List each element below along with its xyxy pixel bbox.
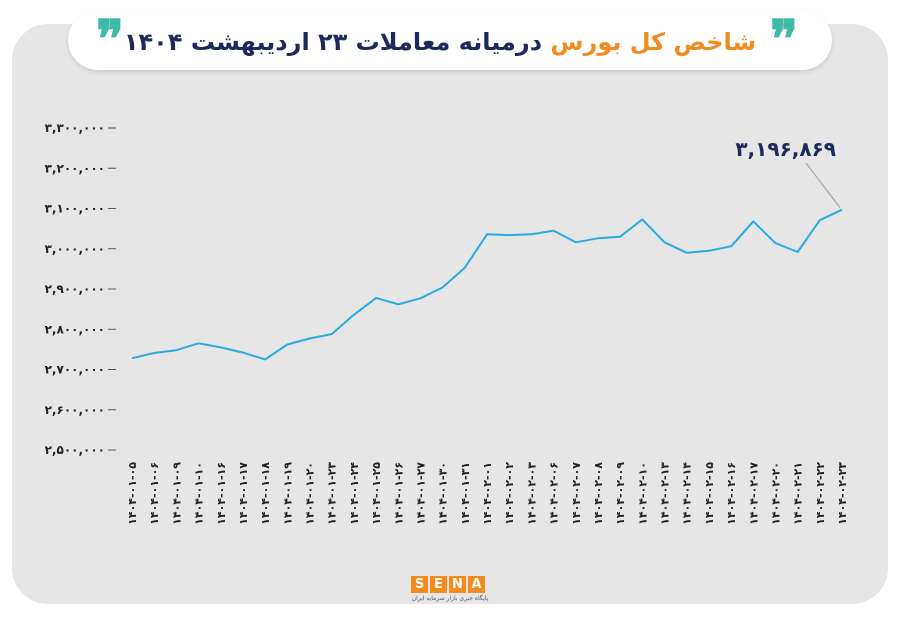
x-tick-label: ۱۴۰۴-۰۱-۲۷ [414, 462, 427, 525]
x-tick-label: ۱۴۰۴-۰۲-۰۳ [525, 462, 538, 525]
x-tick-label: ۱۴۰۴-۰۱-۲۰ [304, 462, 317, 525]
annotation-leader [805, 162, 841, 209]
x-tick-label: ۱۴۰۴-۰۱-۱۰ [193, 462, 206, 525]
series-line [131, 208, 843, 361]
x-tick-label: ۱۴۰۴-۰۲-۰۹ [614, 462, 627, 525]
y-tick-label: ۲,۷۰۰,۰۰۰ [45, 363, 105, 377]
x-tick-label: ۱۴۰۴-۰۲-۱۵ [703, 462, 716, 525]
x-tick-label: ۱۴۰۴-۰۲-۲۲ [814, 462, 827, 525]
x-tick-label: ۱۴۰۴-۰۲-۱۴ [681, 462, 694, 525]
series-group [131, 208, 843, 361]
x-tick-label: ۱۴۰۴-۰۱-۱۸ [259, 462, 272, 525]
x-tick-label: ۱۴۰۴-۰۲-۰۲ [503, 462, 516, 525]
x-tick-label: ۱۴۰۴-۰۱-۰۶ [148, 462, 161, 525]
chart-title: شاخص کل بورس درمیانه معاملات ۲۳ اردیبهشت… [120, 22, 760, 62]
x-tick-label: ۱۴۰۴-۰۲-۱۶ [725, 462, 738, 525]
y-tick-label: ۳,۳۰۰,۰۰۰ [45, 121, 105, 135]
title-rest: درمیانه معاملات ۲۳ اردیبهشت ۱۴۰۴ [123, 28, 543, 56]
x-tick-label: ۱۴۰۴-۰۲-۱۷ [747, 462, 760, 525]
x-tick-label: ۱۴۰۴-۰۲-۲۳ [836, 462, 849, 525]
y-tick-label: ۲,۹۰۰,۰۰۰ [45, 282, 105, 296]
x-tick-label: ۱۴۰۴-۰۲-۲۰ [769, 462, 782, 525]
x-tick-label: ۱۴۰۴-۰۱-۲۵ [370, 462, 383, 525]
x-tick-label: ۱۴۰۴-۰۱-۳۰ [437, 462, 450, 525]
x-tick-label: ۱۴۰۴-۰۲-۱۳ [659, 462, 672, 525]
y-tick-label: ۲,۶۰۰,۰۰۰ [45, 403, 105, 417]
x-tick-label: ۱۴۰۴-۰۱-۱۷ [237, 462, 250, 525]
x-tick-label: ۱۴۰۴-۰۱-۱۶ [215, 462, 228, 525]
logo-letter: S [411, 576, 428, 593]
y-tick-label: ۲,۸۰۰,۰۰۰ [45, 322, 105, 336]
x-tick-label: ۱۴۰۴-۰۱-۰۵ [126, 462, 139, 525]
x-tick-label: ۱۴۰۴-۰۲-۰۸ [592, 462, 605, 525]
x-tick-label: ۱۴۰۴-۰۲-۱۰ [636, 462, 649, 525]
logo-letter: E [430, 576, 447, 593]
y-tick-label: ۳,۲۰۰,۰۰۰ [45, 161, 105, 175]
title-highlight: شاخص کل بورس [550, 28, 757, 56]
x-tick-label: ۱۴۰۴-۰۱-۲۳ [326, 462, 339, 525]
y-tick-label: ۳,۱۰۰,۰۰۰ [45, 202, 105, 216]
title-pill [68, 10, 832, 70]
annotation-group: ۳,۱۹۶,۸۶۹ [735, 137, 841, 209]
x-tick-label: ۱۴۰۴-۰۲-۰۶ [548, 462, 561, 525]
y-tick-label: ۳,۰۰۰,۰۰۰ [45, 242, 105, 256]
chart-frame [12, 24, 888, 604]
x-tick-label: ۱۴۰۴-۰۲-۰۷ [570, 462, 583, 525]
annotation-label: ۳,۱۹۶,۸۶۹ [735, 137, 836, 161]
x-tick-label: ۱۴۰۴-۰۱-۲۴ [348, 462, 361, 525]
y-axis: ۲,۵۰۰,۰۰۰ ۲,۶۰۰,۰۰۰ ۲,۷۰۰,۰۰۰ ۲,۸۰۰,۰۰۰ ۲,۹۰… [45, 121, 116, 457]
x-tick-label: ۱۴۰۴-۰۲-۲۱ [792, 462, 805, 525]
y-tick-label: ۲,۵۰۰,۰۰۰ [45, 443, 105, 457]
double-quote-icon: ❞ [96, 9, 124, 70]
x-tick-label: ۱۴۰۴-۰۱-۱۹ [281, 462, 294, 525]
logo-letter: A [468, 576, 485, 593]
logo-subtitle: پایگاه خبری بازار سرمایه ایران [411, 595, 489, 602]
x-tick-label: ۱۴۰۴-۰۱-۰۹ [170, 462, 183, 525]
x-axis: ۱۴۰۴-۰۱-۰۵ ۱۴۰۴-۰۱-۰۶ ۱۴۰۴-۰۱-۰۹ ۱۴۰۴-۰۱-۱۰… [126, 462, 849, 525]
x-tick-label: ۱۴۰۴-۰۲-۰۱ [481, 462, 494, 525]
double-quote-icon: ❞ [770, 9, 798, 70]
x-tick-label: ۱۴۰۴-۰۱-۲۶ [392, 462, 405, 525]
x-tick-label: ۱۴۰۴-۰۱-۳۱ [459, 462, 472, 525]
logo-letter: N [449, 576, 466, 593]
